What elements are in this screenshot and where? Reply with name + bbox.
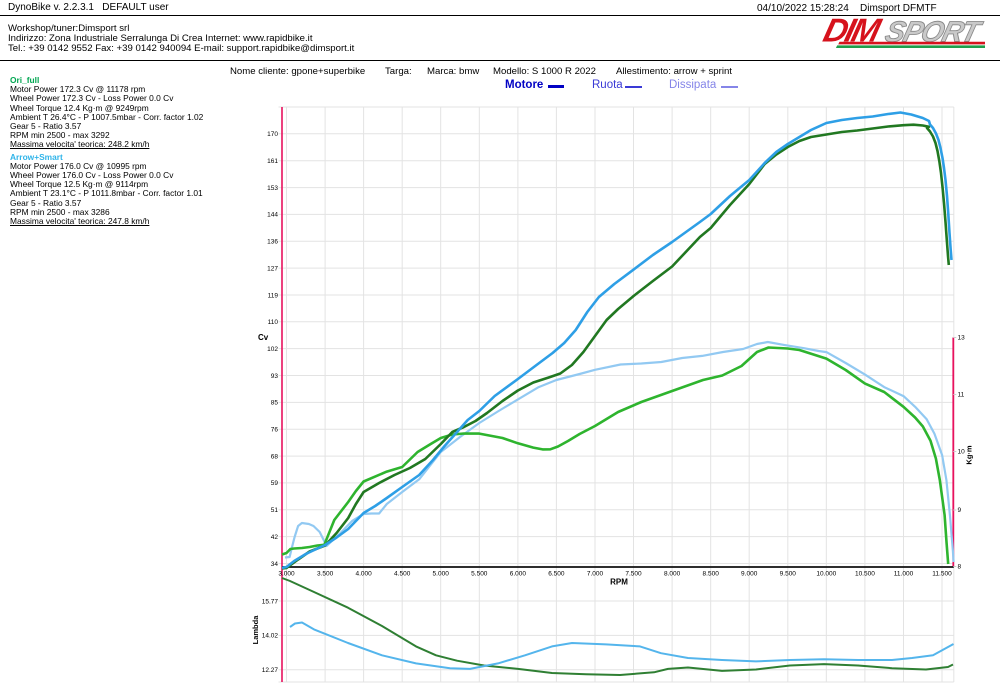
svg-text:5.500: 5.500 bbox=[471, 571, 488, 578]
svg-text:119: 119 bbox=[268, 292, 279, 299]
svg-text:Kg·m: Kg·m bbox=[965, 445, 974, 464]
svg-text:3.000: 3.000 bbox=[278, 571, 295, 578]
svg-text:59: 59 bbox=[271, 480, 279, 487]
svg-text:153: 153 bbox=[267, 185, 278, 192]
svg-text:4.500: 4.500 bbox=[394, 571, 411, 578]
svg-text:10: 10 bbox=[958, 449, 966, 456]
svg-text:161: 161 bbox=[267, 158, 278, 165]
svg-text:14.02: 14.02 bbox=[262, 633, 279, 640]
svg-text:127: 127 bbox=[267, 265, 278, 272]
svg-text:9.500: 9.500 bbox=[780, 571, 797, 578]
svg-text:9.000: 9.000 bbox=[741, 571, 758, 578]
svg-text:6.000: 6.000 bbox=[510, 571, 527, 578]
svg-text:7.000: 7.000 bbox=[587, 571, 604, 578]
svg-text:Cv: Cv bbox=[258, 333, 269, 342]
svg-text:8.000: 8.000 bbox=[664, 571, 681, 578]
svg-text:42: 42 bbox=[271, 534, 279, 541]
svg-text:11.000: 11.000 bbox=[894, 571, 914, 578]
svg-text:13: 13 bbox=[958, 335, 966, 342]
svg-text:12.27: 12.27 bbox=[262, 667, 279, 674]
svg-text:3.500: 3.500 bbox=[317, 571, 334, 578]
svg-text:85: 85 bbox=[271, 400, 279, 407]
svg-text:11.500: 11.500 bbox=[932, 571, 952, 578]
svg-text:8: 8 bbox=[958, 564, 962, 571]
svg-text:Lambda: Lambda bbox=[251, 615, 260, 645]
svg-text:102: 102 bbox=[267, 346, 278, 353]
svg-text:170: 170 bbox=[267, 131, 278, 138]
svg-text:15.77: 15.77 bbox=[262, 598, 279, 605]
svg-text:6.500: 6.500 bbox=[548, 571, 565, 578]
svg-text:76: 76 bbox=[271, 427, 279, 434]
svg-text:5.000: 5.000 bbox=[433, 571, 450, 578]
svg-text:68: 68 bbox=[271, 453, 279, 460]
svg-text:110: 110 bbox=[268, 319, 279, 326]
svg-text:8.500: 8.500 bbox=[703, 571, 720, 578]
svg-text:10.500: 10.500 bbox=[855, 571, 875, 578]
svg-text:93: 93 bbox=[271, 373, 279, 380]
svg-text:136: 136 bbox=[267, 239, 278, 246]
svg-text:11: 11 bbox=[958, 392, 965, 399]
svg-text:144: 144 bbox=[267, 212, 278, 219]
svg-text:7.500: 7.500 bbox=[625, 571, 642, 578]
svg-text:9: 9 bbox=[958, 507, 962, 514]
svg-text:34: 34 bbox=[271, 561, 279, 568]
svg-text:RPM: RPM bbox=[610, 578, 628, 587]
svg-text:51: 51 bbox=[271, 507, 279, 514]
svg-text:4.000: 4.000 bbox=[355, 571, 372, 578]
svg-text:10.000: 10.000 bbox=[816, 571, 836, 578]
